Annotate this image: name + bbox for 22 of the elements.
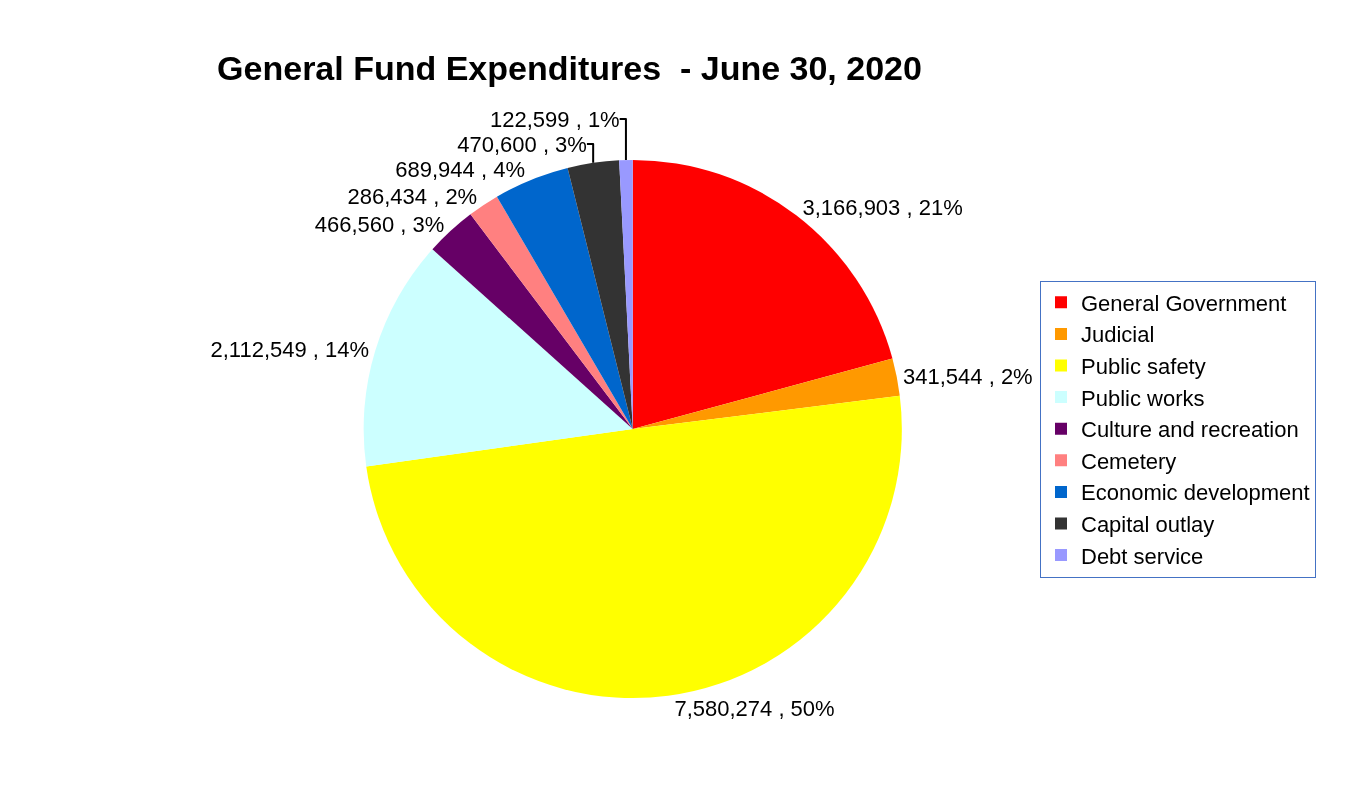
legend-label: Debt service xyxy=(1081,543,1204,569)
legend-label: Judicial xyxy=(1081,322,1155,348)
legend-label: Public safety xyxy=(1081,354,1206,380)
data-label: 3,166,903 , 21% xyxy=(802,194,963,220)
data-label: 341,544 , 2% xyxy=(903,364,1033,390)
legend-label: Economic development xyxy=(1081,480,1310,506)
data-label: 2,112,549 , 14% xyxy=(210,337,370,363)
data-label: 470,600 , 3% xyxy=(457,131,587,157)
data-label: 122,599 , 1% xyxy=(490,106,620,132)
pie-slice xyxy=(366,395,902,698)
legend-label: Culture and recreation xyxy=(1081,417,1299,443)
data-label: 286,434 , 2% xyxy=(347,183,478,209)
legend-label: Cemetery xyxy=(1081,448,1177,474)
chart-title: General Fund Expenditures - June 30, 2020 xyxy=(217,49,922,88)
legend-label: General Government xyxy=(1081,290,1287,316)
pie-slice xyxy=(632,358,900,429)
legend-label: Public works xyxy=(1081,385,1205,411)
data-label: 689,944 , 4% xyxy=(395,156,525,182)
legend-label: Capital outlay xyxy=(1081,512,1215,538)
data-label: 466,560 , 3% xyxy=(314,211,445,237)
data-label: 7,580,274 , 50% xyxy=(674,695,835,721)
pie-slice xyxy=(567,160,633,429)
